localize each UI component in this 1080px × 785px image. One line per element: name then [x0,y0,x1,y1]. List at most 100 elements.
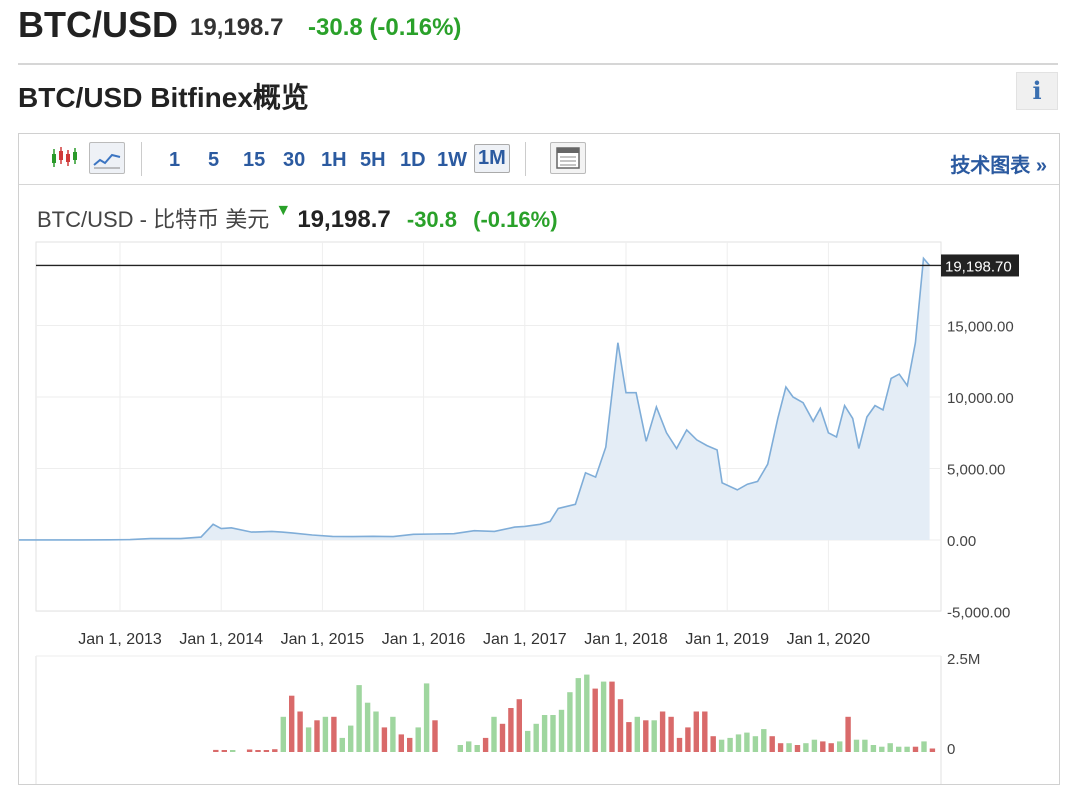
header-price: 19,198.7 [190,14,284,41]
volume-bar [415,727,421,752]
volume-bar [423,683,430,752]
volume-bar [853,739,860,752]
volume-bar [811,739,818,752]
volume-bar [584,674,590,752]
volume-bar [305,727,312,752]
volume-bar [373,711,379,752]
volume-bar [702,711,708,752]
volume-bar [710,736,716,752]
volume-bar [575,678,581,752]
y-tick-label: -5,000.00 [947,605,1010,622]
volume-bar [213,749,219,752]
volume-bar [744,732,750,752]
chart-price: 19,198.7 [297,206,391,233]
volume-bar [786,743,792,752]
chart-header: BTC/USD - 比特币 美元 ▼ 19,198.7 -30.8 (-0.16… [37,202,558,234]
volume-bar [407,737,413,752]
price-line [19,256,931,541]
chart-change: -30.8 [406,207,458,232]
volume-bar [541,715,548,752]
volume-bar [272,749,278,752]
divider [18,63,1058,65]
volume-bar [735,734,742,752]
volume-bar [803,743,809,752]
volume-bar [255,750,261,752]
volume-bar [820,741,826,752]
last-price-label: 19,198.70 [945,258,1012,275]
line-chart-button[interactable] [89,142,125,174]
volume-bar [499,723,506,752]
volume-bar [297,711,303,752]
chart-instrument-name: BTC/USD - 比特币 美元 [37,207,270,232]
volume-bar [508,708,514,752]
volume-bar [676,737,683,752]
volume-bar [634,716,640,752]
volume-bar [491,716,497,752]
volume-bar [668,716,674,752]
timeframe-1w[interactable]: 1W [437,149,467,171]
timeframe-30[interactable]: 30 [283,149,306,171]
volume-bar [896,746,902,752]
timeframe-15[interactable]: 15 [243,149,266,171]
x-tick-label: Jan 1, 2019 [685,631,769,648]
x-tick-label: Jan 1, 2014 [179,631,263,648]
volume-bar [230,750,236,752]
timeframe-1m[interactable]: 1M [474,144,510,173]
volume-bar [626,722,632,752]
volume-bar [348,725,354,752]
volume-bar [651,720,657,752]
volume-bar [617,699,624,752]
candlestick-chart-button[interactable] [47,142,81,174]
table-icon [556,147,580,169]
y-tick-label: 10,000.00 [947,390,1014,407]
candlestick-icon [52,147,77,167]
volume-bar [280,716,286,752]
price-chart[interactable]: 15,000.0010,000.005,000.000.00-5,000.001… [19,134,1059,784]
volume-bar [845,716,851,752]
timeframe-1d[interactable]: 1D [400,149,426,171]
x-tick-label: Jan 1, 2018 [584,631,668,648]
volume-bar [693,711,699,752]
table-view-button[interactable] [550,142,586,174]
volume-bar [356,685,362,752]
chart-toolbar: 1 5 15 30 1H 5H 1D 1W 1M 技术图表 » [19,134,1059,185]
x-tick-label: Jan 1, 2017 [483,631,567,648]
volume-bar [314,720,320,752]
volume-bar [828,743,834,752]
volume-bar [609,681,615,752]
chart-panel: 1 5 15 30 1H 5H 1D 1W 1M 技术图表 » BTC/USD … [18,133,1060,785]
volume-bar [390,716,396,752]
volume-bar [331,716,337,752]
volume-bar [246,749,253,752]
timeframe-1h[interactable]: 1H [321,149,347,171]
y-tick-label: 0.00 [947,533,976,550]
info-icon[interactable]: i [1016,72,1058,110]
volume-bar [929,748,936,752]
volume-bar [381,727,388,752]
x-tick-label: Jan 1, 2015 [281,631,365,648]
x-tick-label: Jan 1, 2020 [787,631,871,648]
volume-bar [879,746,885,752]
line-chart-icon [93,153,121,169]
timeframe-5h[interactable]: 5H [360,149,386,171]
timeframe-1[interactable]: 1 [169,149,181,171]
timeframe-5[interactable]: 5 [208,149,220,171]
volume-bar [466,741,472,752]
volume-bar [432,720,438,752]
volume-bar [761,729,767,752]
volume-max-label: 2.5M [947,651,980,668]
down-arrow-icon: ▼ [275,202,292,219]
volume-bar [221,750,227,752]
chart-change-percent: (-0.16%) [473,207,558,232]
volume-bar [600,681,607,752]
volume-bar [592,688,598,752]
header-change: -30.8 (-0.16%) [308,14,462,41]
volume-bar [533,723,539,752]
volume-bar [516,699,522,752]
volume-bar [752,736,759,752]
volume-bar [567,692,573,752]
y-tick-label: 15,000.00 [947,319,1014,336]
technical-chart-link[interactable]: 技术图表 » [950,155,1047,177]
overview-title: BTC/USD Bitfinex概览 [18,82,309,113]
volume-bar [769,736,775,752]
